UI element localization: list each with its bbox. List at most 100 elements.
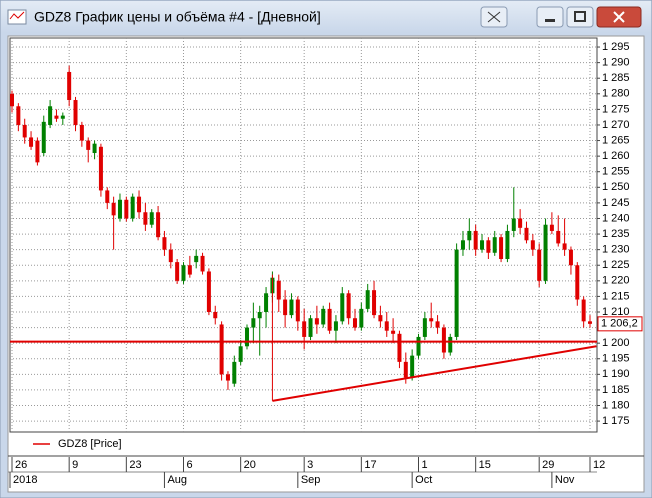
month-label: Nov — [555, 474, 575, 486]
trend-line — [272, 345, 597, 402]
candle-body — [314, 318, 319, 325]
month-label: Aug — [167, 474, 187, 486]
y-tick-label: 1 230 — [602, 244, 630, 256]
candle-body — [295, 299, 300, 322]
y-tick-label: 1 240 — [602, 212, 630, 224]
maximize-button[interactable] — [566, 6, 594, 28]
x-tick-label: 12 — [593, 459, 605, 471]
y-tick-label: 1 265 — [602, 134, 630, 146]
y-tick-label: 1 175 — [602, 415, 630, 427]
y-tick-label: 1 190 — [602, 368, 630, 380]
candle-body — [117, 199, 122, 219]
x-tick-label: 29 — [542, 459, 554, 471]
candle-body — [365, 290, 370, 309]
y-tick-label: 1 270 — [602, 119, 630, 131]
candle-body — [206, 271, 211, 312]
candle-body — [460, 240, 465, 250]
candle-body — [352, 318, 357, 328]
candle-body — [378, 315, 383, 322]
candle-body — [238, 346, 243, 362]
candle-body — [372, 290, 377, 316]
candle-body — [29, 137, 34, 147]
candle-body — [41, 121, 46, 154]
candle-body — [448, 336, 453, 353]
month-label: 2018 — [13, 474, 37, 486]
x-tick-label: 23 — [129, 459, 141, 471]
candle-body — [397, 333, 402, 362]
candle-body — [391, 330, 396, 334]
y-tick-label: 1 280 — [602, 88, 630, 100]
candle-body — [10, 93, 14, 107]
candle-body — [575, 265, 580, 300]
y-tick-label: 1 290 — [602, 57, 630, 69]
window-buttons — [480, 6, 642, 28]
candle-body — [264, 293, 269, 312]
candle-body — [257, 311, 262, 319]
candle-body — [92, 143, 97, 154]
candle-body — [86, 140, 91, 150]
candle-body — [105, 190, 110, 203]
candle-body — [441, 327, 446, 353]
candle-body — [54, 115, 59, 119]
candle-body — [588, 321, 592, 324]
candle-body — [505, 230, 510, 260]
candle-body — [340, 293, 345, 322]
candle-body — [16, 106, 21, 125]
candle-body — [473, 230, 478, 250]
candle-body — [168, 249, 173, 263]
candle-body — [333, 321, 338, 331]
candle-body — [435, 321, 440, 328]
close-icon — [613, 11, 625, 23]
candle-body — [492, 237, 497, 253]
candle-body — [213, 311, 218, 319]
candle-body — [289, 299, 294, 316]
candle-body — [549, 224, 554, 231]
candle-body — [416, 336, 421, 356]
candle-body — [403, 361, 408, 378]
candle-body — [321, 308, 326, 325]
y-tick-label: 1 250 — [602, 181, 630, 193]
y-tick-label: 1 180 — [602, 399, 630, 411]
minimize-button[interactable] — [536, 6, 564, 28]
candle-body — [35, 140, 40, 163]
y-tick-label: 1 255 — [602, 166, 630, 178]
window-title: GDZ8 График цены и объёма #4 - [Дневной] — [34, 9, 321, 25]
y-tick-label: 1 220 — [602, 275, 630, 287]
y-tick-label: 1 210 — [602, 306, 630, 318]
y-tick-label: 1 245 — [602, 197, 630, 209]
candle-body — [486, 240, 491, 253]
candle-body — [276, 280, 281, 300]
x-tick-label: 20 — [244, 459, 256, 471]
x-tick-label: 9 — [72, 459, 78, 471]
candle-body — [537, 249, 542, 281]
candle-body — [530, 240, 535, 250]
candle-body — [143, 212, 148, 225]
candle-body — [48, 106, 53, 125]
y-tick-label: 1 275 — [602, 103, 630, 115]
candle-body — [232, 361, 237, 384]
candle-body — [130, 196, 135, 219]
candle-body — [556, 230, 561, 244]
candle-body — [187, 265, 192, 275]
candle-body — [175, 262, 180, 281]
candle-body — [219, 324, 224, 375]
candle-body — [283, 299, 288, 316]
pin-icon — [487, 11, 501, 23]
candle-body — [568, 249, 573, 266]
y-tick-label: 1 295 — [602, 41, 630, 53]
maximize-icon — [574, 11, 586, 22]
candle-body — [149, 212, 154, 225]
x-tick-label: 6 — [186, 459, 192, 471]
month-label: Sep — [301, 474, 321, 486]
x-tick-label: 1 — [422, 459, 428, 471]
candle-body — [98, 146, 103, 191]
candle-body — [581, 299, 586, 322]
candle-body — [454, 249, 459, 337]
candle-body — [346, 293, 351, 319]
candle-body — [67, 71, 72, 101]
candle-body — [410, 355, 415, 378]
y-tick-label: 1 260 — [602, 150, 630, 162]
candle-body — [200, 255, 205, 272]
candle-body — [511, 218, 516, 231]
